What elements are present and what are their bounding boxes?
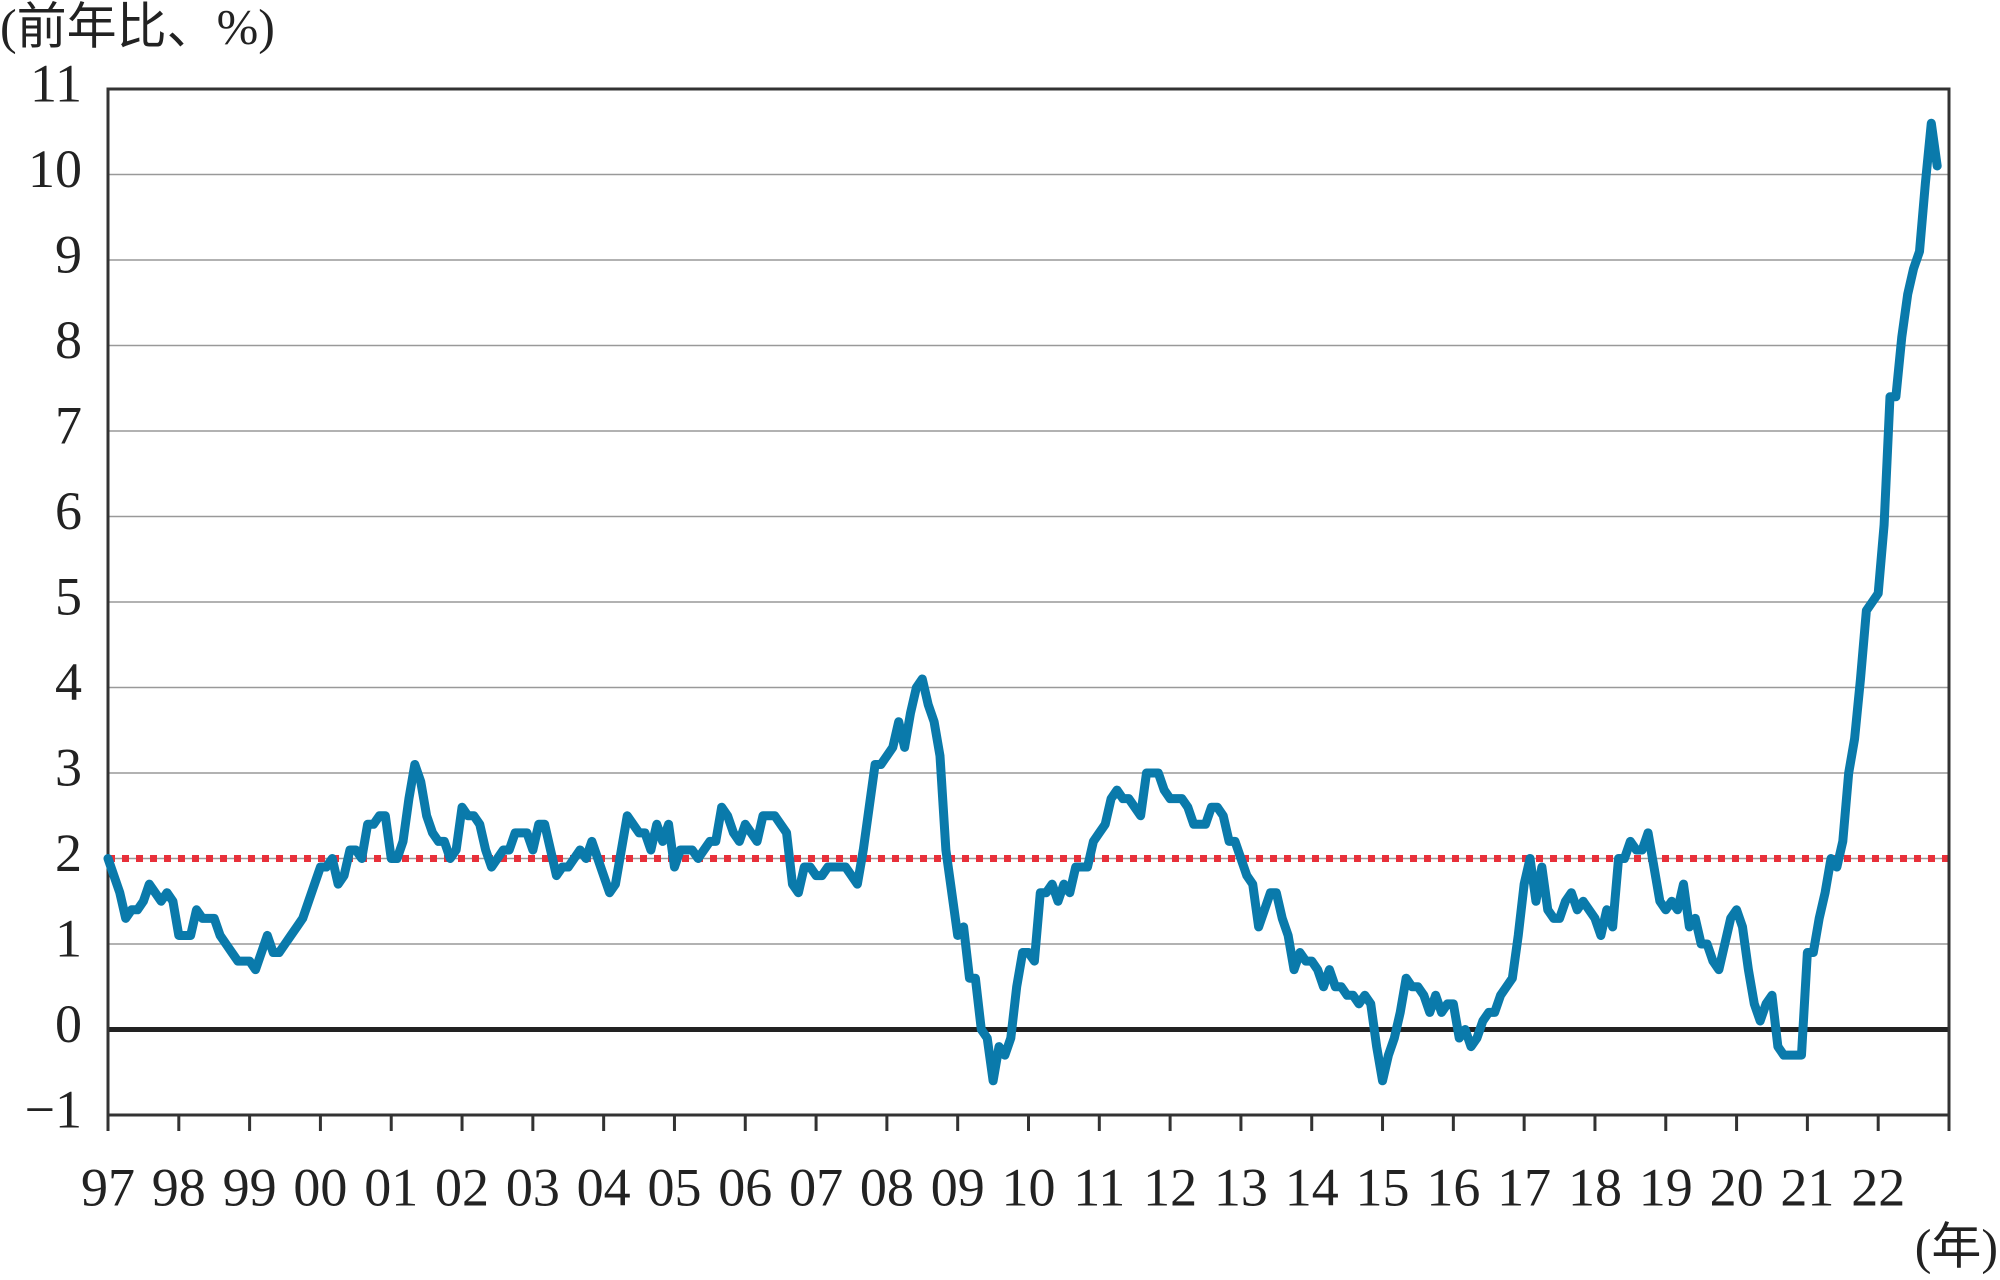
x-tick-label: 16: [1426, 1157, 1480, 1217]
x-tick-label: 21: [1780, 1157, 1834, 1217]
x-tick-label: 00: [293, 1157, 347, 1217]
x-tick-label: 17: [1497, 1157, 1551, 1217]
y-tick-label: 10: [28, 139, 82, 199]
x-tick-label: 02: [435, 1157, 489, 1217]
x-tick-label: 12: [1143, 1157, 1197, 1217]
chart-title: (前年比、%): [0, 0, 275, 54]
x-tick-label: 99: [223, 1157, 277, 1217]
y-tick-label: 4: [55, 652, 82, 712]
y-tick-label: 6: [55, 481, 82, 541]
y-tick-label: −1: [25, 1079, 82, 1139]
x-tick-label: 03: [506, 1157, 560, 1217]
y-tick-label: 2: [55, 823, 82, 883]
x-tick-label: 13: [1214, 1157, 1268, 1217]
y-tick-label: 1: [55, 908, 82, 968]
x-tick-label: 18: [1568, 1157, 1622, 1217]
x-tick-label: 09: [931, 1157, 985, 1217]
x-axis-label: (年): [1915, 1218, 1998, 1274]
x-tick-label: 22: [1851, 1157, 1905, 1217]
data-line: [103, 118, 1942, 1086]
y-tick-label: 0: [55, 994, 82, 1054]
y-tick-label: 8: [55, 310, 82, 370]
x-tick-label: 05: [647, 1157, 701, 1217]
y-tick-label: 11: [30, 53, 82, 113]
x-tick-label: 14: [1285, 1157, 1339, 1217]
y-tick-label: 9: [55, 224, 82, 284]
y-tick-label: 5: [55, 566, 82, 626]
y-tick-label: 3: [55, 737, 82, 797]
x-tick-label: 15: [1356, 1157, 1410, 1217]
x-tick-label: 98: [152, 1157, 206, 1217]
x-tick-label: 19: [1639, 1157, 1693, 1217]
x-tick-label: 10: [1002, 1157, 1056, 1217]
x-tick-label: 06: [718, 1157, 772, 1217]
x-tick-label: 20: [1710, 1157, 1764, 1217]
x-tick-label: 08: [860, 1157, 914, 1217]
x-tick-label: 01: [364, 1157, 418, 1217]
x-tick-label: 11: [1073, 1157, 1125, 1217]
y-tick-label: 7: [55, 395, 82, 455]
x-tick-label: 04: [577, 1157, 631, 1217]
x-tick-label: 97: [81, 1157, 135, 1217]
x-tick-label: 07: [789, 1157, 843, 1217]
